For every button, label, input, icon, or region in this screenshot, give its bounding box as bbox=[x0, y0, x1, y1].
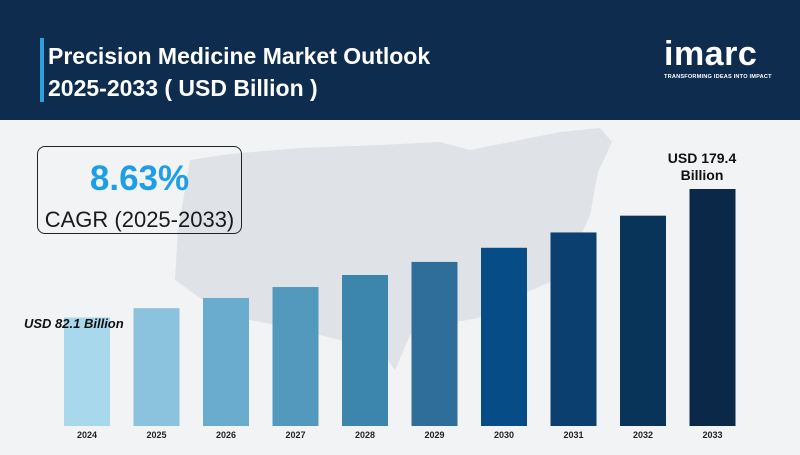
page-title: Precision Medicine Market Outlook 2025-2… bbox=[48, 40, 430, 104]
x-tick-label: 2024 bbox=[77, 430, 97, 440]
x-tick-label: 2027 bbox=[285, 430, 305, 440]
title-line-1: Precision Medicine Market Outlook bbox=[48, 43, 431, 69]
bar-2029 bbox=[411, 261, 458, 426]
header-banner: Precision Medicine Market Outlook 2025-2… bbox=[0, 0, 800, 120]
bar-2030 bbox=[481, 247, 527, 426]
x-tick-label: 2029 bbox=[424, 430, 444, 440]
bar-2025 bbox=[133, 308, 180, 426]
bar-2031 bbox=[550, 232, 597, 426]
x-tick-label: 2030 bbox=[494, 430, 514, 440]
x-tick-label: 2032 bbox=[633, 430, 653, 440]
bar-2024 bbox=[64, 317, 110, 426]
cagr-callout: 8.63% CAGR (2025-2033) bbox=[37, 146, 242, 234]
title-accent-bar bbox=[40, 38, 44, 102]
title-line-2: 2025-2033 ( USD Billion ) bbox=[48, 75, 318, 101]
imarc-logo: imarc TRANSFORMING IDEAS INTO IMPACT bbox=[664, 36, 784, 80]
bar-2032 bbox=[620, 215, 666, 426]
bar-2027 bbox=[272, 287, 319, 426]
x-tick-label: 2028 bbox=[355, 430, 375, 440]
cagr-value: 8.63% bbox=[89, 159, 190, 198]
x-tick-label: 2031 bbox=[563, 430, 583, 440]
end-value-annotation: USD 179.4 Billion bbox=[652, 150, 752, 184]
end-value-line-2: Billion bbox=[680, 167, 724, 183]
x-tick-label: 2033 bbox=[702, 430, 722, 440]
bar-2026 bbox=[203, 297, 249, 426]
bar-2033 bbox=[689, 189, 736, 426]
logo-tagline: TRANSFORMING IDEAS INTO IMPACT bbox=[664, 74, 772, 80]
cagr-label: CAGR (2025-2033) bbox=[44, 207, 235, 232]
x-tick-label: 2026 bbox=[216, 430, 236, 440]
end-value-line-1: USD 179.4 bbox=[667, 150, 737, 166]
bar-2028 bbox=[342, 275, 388, 426]
logo-wordmark: imarc bbox=[664, 35, 758, 73]
start-value-annotation: USD 82.1 Billion bbox=[24, 316, 124, 331]
x-tick-label: 2025 bbox=[146, 430, 166, 440]
